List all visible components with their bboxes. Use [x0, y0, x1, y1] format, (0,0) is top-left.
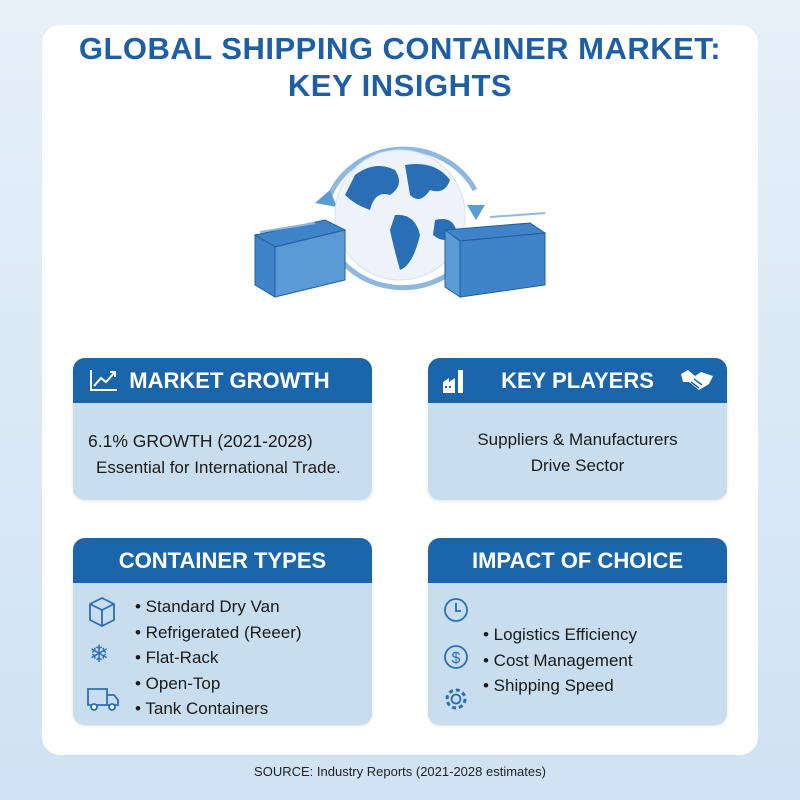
factory-icon: [443, 370, 463, 393]
container-types-header: CONTAINER TYPES: [73, 538, 372, 583]
list-item: • Tank Containers: [135, 699, 269, 718]
key-players-line-1: Suppliers & Manufacturers: [477, 430, 678, 449]
clock-icon: [444, 598, 468, 622]
handshake-icon: [681, 370, 713, 390]
market-growth-header: MARKET GROWTH: [73, 358, 372, 403]
impact-of-choice-title: IMPACT OF CHOICE: [471, 547, 684, 573]
key-players-header: KEY PLAYERS: [428, 358, 727, 403]
market-growth-panel: MARKET GROWTH 6.1% GROWTH (2021-2028) Es…: [73, 358, 372, 500]
key-players-panel: KEY PLAYERS Suppliers & Manufacturers Dr…: [428, 358, 727, 500]
container-right: [443, 222, 547, 298]
container-types-panel: CONTAINER TYPES ❄ • Standard Dry Van • R…: [73, 538, 372, 725]
impact-list: • Logistics Efficiency • Cost Management…: [483, 622, 637, 699]
dollar-icon: $: [444, 645, 468, 669]
list-item: • Open-Top: [135, 673, 221, 693]
growth-highlight: 6.1% GROWTH (2021-2028): [88, 431, 313, 451]
list-item: • Flat-Rack: [135, 648, 219, 667]
title-line-1: GLOBAL SHIPPING CONTAINER MARKET:: [78, 31, 722, 66]
list-item: • Refrigerated (Reeer): [135, 622, 302, 642]
key-players-title: KEY PLAYERS: [501, 367, 654, 393]
source-note: SOURCE: Industry Reports (2021-2028 esti…: [254, 764, 546, 779]
trend-chart-icon: [90, 370, 117, 391]
snowflake-icon: ❄: [89, 641, 110, 668]
key-players-line-2: Drive Sector: [530, 456, 625, 475]
container-types-list: • Standard Dry Van • Refrigerated (Reeer…: [135, 594, 302, 722]
list-item: • Cost Management: [483, 650, 633, 670]
impact-of-choice-header: IMPACT OF CHOICE: [428, 538, 727, 583]
box-icon: [89, 596, 115, 628]
list-item: • Logistics Efficiency: [483, 625, 637, 644]
growth-description: Essential for International Trade.: [96, 458, 341, 477]
container-left: [253, 219, 347, 298]
truck-icon: [87, 688, 119, 711]
globe-containers-illustration: [253, 146, 547, 298]
container-types-title: CONTAINER TYPES: [118, 547, 327, 573]
list-item: • Shipping Speed: [483, 676, 614, 695]
impact-of-choice-panel: IMPACT OF CHOICE $ • Logistics Efficienc…: [428, 538, 727, 725]
title-line-2: KEY INSIGHTS: [287, 68, 513, 103]
svg-text:$: $: [452, 650, 461, 667]
market-growth-title: MARKET GROWTH: [129, 367, 330, 393]
list-item: • Standard Dry Van: [135, 597, 280, 616]
gear-icon: [445, 688, 467, 710]
